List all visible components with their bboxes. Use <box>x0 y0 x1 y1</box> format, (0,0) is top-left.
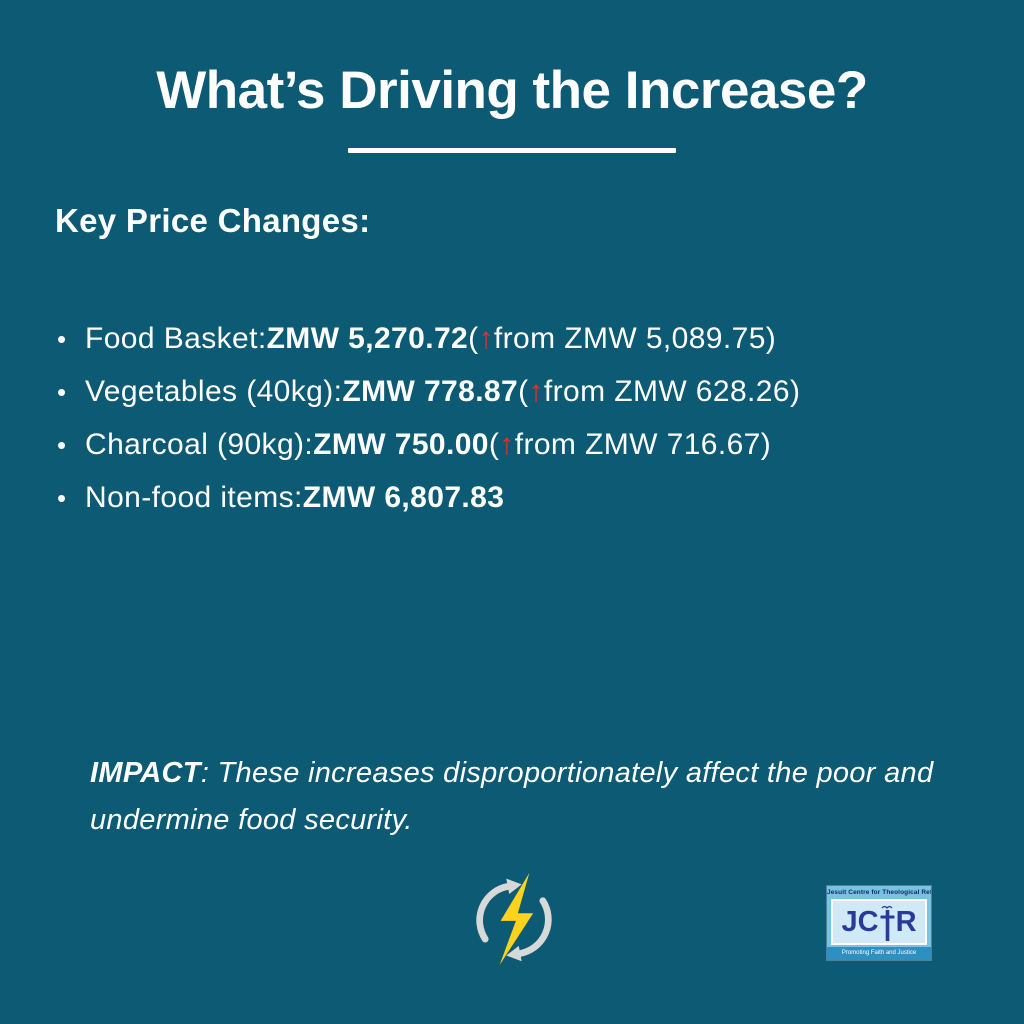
sync-arrows-icon <box>476 882 552 957</box>
impact-label: IMPACT <box>90 757 201 789</box>
title-underline <box>348 148 676 153</box>
impact-text: These increases disproportionately affec… <box>90 757 934 837</box>
jctr-logo: Jesuit Centre for Theological Reflection… <box>827 886 931 960</box>
bullet-icon: • <box>57 429 67 460</box>
paren-open: ( <box>468 321 479 355</box>
previous-value: from ZMW 628.26) <box>543 374 801 408</box>
up-arrow-icon: ↑ <box>499 427 515 461</box>
list-item-food-basket: • Food Basket: ZMW 5,270.72 ( ↑ from ZMW … <box>57 312 987 365</box>
item-value: ZMW 6,807.83 <box>302 480 505 514</box>
section-heading: Key Price Changes: <box>55 202 371 239</box>
impact-separator: : <box>200 757 218 789</box>
jctr-motto: Promoting Faith and Justice <box>827 947 931 960</box>
item-value: ZMW 5,270.72 <box>266 321 469 355</box>
sync-lightning-logo <box>466 864 562 972</box>
previous-value: from ZMW 716.67) <box>514 427 772 461</box>
previous-value: from ZMW 5,089.75) <box>493 321 777 355</box>
jctr-letters-jc: JC <box>841 905 879 938</box>
price-change-list: • Food Basket: ZMW 5,270.72 ( ↑ from ZMW … <box>57 312 987 524</box>
bullet-icon: • <box>57 376 67 407</box>
bullet-icon: • <box>57 482 67 513</box>
item-label: Charcoal (90kg): <box>85 427 314 461</box>
item-label: Food Basket: <box>85 321 267 355</box>
list-item-charcoal: • Charcoal (90kg): ZMW 750.00 ( ↑ from ZM… <box>57 418 987 471</box>
item-value: ZMW 750.00 <box>313 427 489 461</box>
item-label: Non-food items: <box>85 480 303 514</box>
bullet-icon: • <box>57 323 67 354</box>
lightning-bolt-icon <box>499 872 534 966</box>
jctr-abbreviation: JC R <box>831 899 927 945</box>
jctr-org-name: Jesuit Centre for Theological Reflection <box>827 889 931 896</box>
up-arrow-icon: ↑ <box>528 374 544 408</box>
paren-open: ( <box>488 427 500 461</box>
item-value: ZMW 778.87 <box>342 374 519 408</box>
sync-arrowheads <box>506 878 522 962</box>
jctr-letter-r: R <box>895 905 917 938</box>
item-label: Vegetables (40kg): <box>85 374 343 408</box>
list-item-non-food: • Non-food items: ZMW 6,807.83 <box>57 471 987 524</box>
list-item-vegetables: • Vegetables (40kg): ZMW 778.87 ( ↑ from … <box>57 365 987 418</box>
impact-statement: IMPACT: These increases disproportionate… <box>90 750 935 845</box>
paren-open: ( <box>518 374 529 408</box>
up-arrow-icon: ↑ <box>478 321 494 355</box>
page-title: What’s Driving the Increase? <box>156 61 868 120</box>
cross-icon <box>880 903 895 941</box>
